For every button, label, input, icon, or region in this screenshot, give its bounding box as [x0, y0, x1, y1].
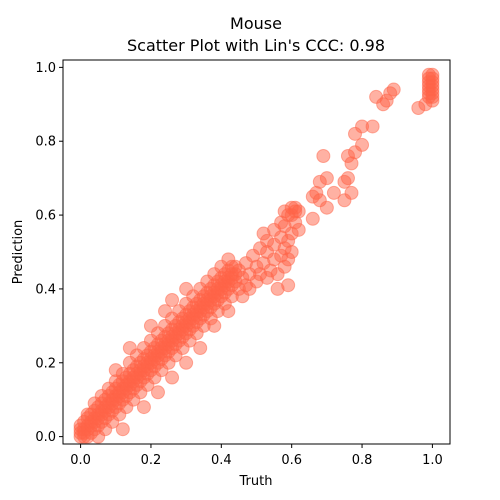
- points-layer: [73, 67, 440, 444]
- y-tick-label: 1.0: [35, 61, 56, 76]
- scatter-point: [425, 93, 440, 108]
- chart-title: Mouse: [230, 14, 282, 33]
- scatter-point: [136, 400, 151, 415]
- scatter-point: [253, 241, 268, 256]
- x-tick-label: 0.0: [70, 453, 91, 468]
- y-tick-label: 0.6: [35, 209, 56, 224]
- chart-subtitle: Scatter Plot with Lin's CCC: 0.98: [127, 36, 385, 55]
- scatter-point: [425, 67, 440, 82]
- scatter-point: [143, 318, 158, 333]
- scatter-point: [270, 281, 285, 296]
- scatter-point: [316, 149, 331, 163]
- scatter-point: [122, 341, 137, 355]
- x-axis-ticks: 0.0 0.2 0.4 0.6 0.8 1.0: [70, 444, 443, 468]
- scatter-point: [165, 293, 180, 307]
- scatter-point: [344, 185, 359, 200]
- scatter-point: [221, 304, 236, 319]
- scatter-point: [179, 281, 194, 296]
- scatter-point: [355, 137, 370, 152]
- x-tick-label: 1.0: [422, 453, 443, 468]
- scatter-point: [150, 385, 165, 400]
- scatter-point: [326, 185, 341, 200]
- y-tick-label: 0.4: [35, 282, 56, 297]
- scatter-point: [179, 355, 194, 370]
- x-tick-label: 0.4: [211, 453, 232, 468]
- scatter-point: [108, 363, 123, 378]
- plot-area: [62, 59, 451, 445]
- y-tick-label: 0.2: [35, 356, 56, 371]
- scatter-point: [207, 318, 222, 333]
- scatter-point: [305, 211, 320, 226]
- scatter-point: [291, 222, 306, 237]
- x-tick-label: 0.2: [141, 453, 162, 468]
- y-tick-label: 0.8: [35, 135, 56, 150]
- scatter-point: [158, 304, 173, 319]
- x-axis-label: Truth: [239, 474, 273, 489]
- scatter-point: [115, 422, 130, 437]
- scatter-point: [281, 252, 296, 267]
- scatter-point: [288, 204, 303, 219]
- y-axis-ticks: 0.0 0.2 0.4 0.6 0.8 1.0: [35, 61, 63, 445]
- scatter-point: [365, 119, 380, 134]
- scatter-point: [319, 171, 334, 186]
- scatter-point: [340, 171, 355, 186]
- x-tick-label: 0.6: [281, 453, 302, 468]
- scatter-point: [319, 200, 334, 215]
- y-axis-label: Prediction: [11, 220, 26, 285]
- scatter-point: [386, 82, 401, 97]
- x-tick-label: 0.8: [352, 453, 373, 468]
- y-tick-label: 0.0: [35, 430, 56, 445]
- scatter-point: [165, 370, 180, 385]
- scatter-point: [80, 407, 95, 422]
- scatter-point: [193, 341, 208, 355]
